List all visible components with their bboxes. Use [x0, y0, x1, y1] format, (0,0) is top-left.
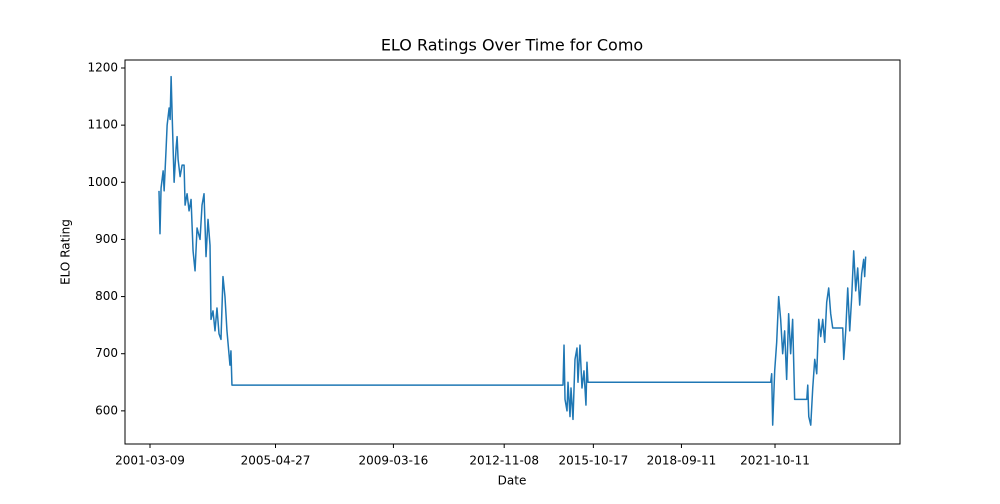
x-tick-label: 2005-04-27 [241, 454, 311, 468]
x-tick-label: 2018-09-11 [647, 454, 717, 468]
y-tick-label: 1200 [87, 61, 118, 75]
x-tick-label: 2021-10-11 [740, 454, 810, 468]
y-tick-label: 700 [95, 346, 118, 360]
y-tick-label: 800 [95, 289, 118, 303]
y-tick-label: 900 [95, 232, 118, 246]
x-axis-label: Date [498, 474, 527, 488]
y-axis-label: ELO Rating [59, 219, 73, 285]
line [158, 75, 867, 426]
y-tick-label: 600 [95, 403, 118, 417]
x-tick-label: 2015-10-17 [558, 454, 628, 468]
y-tick-label: 1000 [87, 175, 118, 189]
y-tick-label: 1100 [87, 118, 118, 132]
chart-title: ELO Ratings Over Time for Como [381, 36, 643, 55]
plot-frame [124, 59, 901, 445]
x-tick-label: 2001-03-09 [115, 454, 185, 468]
x-tick-label: 2012-11-08 [469, 454, 539, 468]
x-tick-label: 2009-03-16 [359, 454, 429, 468]
